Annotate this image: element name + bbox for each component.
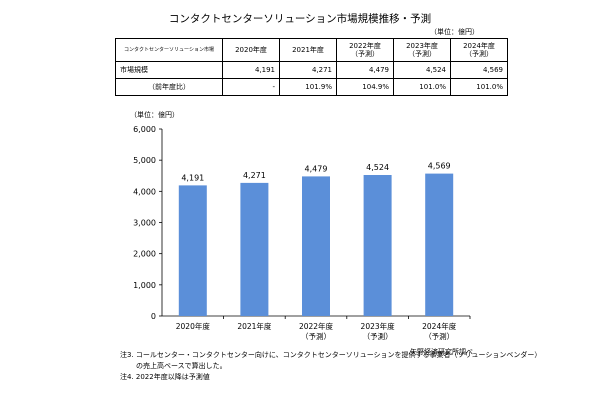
footnotes: 注3. コールセンター・コンタクトセンター向けに、コンタクトセンターソリューショ… (120, 350, 541, 383)
row-label: （前年度比） (115, 78, 223, 96)
table-header-cell: 2021年度 (279, 38, 337, 62)
x-tick-label: 2023年度 (361, 321, 396, 331)
y-tick-label: 6,000 (133, 125, 156, 134)
table-row: （前年度比） - 101.9% 104.9% 101.0% 101.0% (115, 78, 508, 96)
source-credit: 矢野経済研究所調べ (410, 348, 473, 356)
table-cell: 101.0% (450, 78, 508, 96)
table-row: 市場規模 4,191 4,271 4,479 4,524 4,569 (115, 61, 508, 79)
y-tick-label: 4,000 (133, 187, 156, 196)
bar-value-label: 4,524 (366, 163, 389, 172)
table-unit-label: （単位：億円） (430, 28, 479, 36)
y-tick-label: 1,000 (133, 281, 156, 290)
x-tick-sublabel: （予測） (363, 331, 393, 341)
bar-value-label: 4,191 (181, 173, 204, 182)
x-tick-label: 2020年度 (176, 321, 211, 331)
bar (363, 175, 392, 316)
x-tick-label: 2022年度 (299, 321, 334, 331)
table-header-cell: 2024年度 （予測） (450, 38, 508, 62)
footnote: 注3. コールセンター・コンタクトセンター向けに、コンタクトセンターソリューショ… (120, 351, 542, 359)
x-tick-sublabel: （予測） (424, 331, 454, 341)
y-tick-label: 3,000 (133, 219, 156, 228)
bar-value-label: 4,271 (243, 171, 266, 180)
table-header-row: コンタクトセンターソリューション市場 2020年度 2021年度 2022年度（… (115, 38, 508, 62)
footnote: 注4. 2022年度以降は予測値 (120, 373, 210, 381)
bar (425, 173, 454, 316)
market-size-table: コンタクトセンターソリューション市場 2020年度 2021年度 2022年度（… (115, 38, 508, 96)
y-tick-label: 5,000 (133, 156, 156, 165)
table-header-cell: 2020年度 (222, 38, 280, 62)
bar-value-label: 4,569 (428, 162, 451, 171)
x-tick-label: 2024年度 (422, 321, 457, 331)
x-tick-sublabel: （予測） (301, 331, 331, 341)
y-axis-unit-label: （単位：億円） (130, 110, 179, 119)
table-header-first: コンタクトセンターソリューション市場 (115, 38, 223, 62)
footnote: の売上高ベースで算出した。 (136, 362, 227, 370)
page-title: コンタクトセンターソリューション市場規模推移・予測 (168, 13, 432, 25)
y-tick-label: 2,000 (133, 250, 156, 259)
bar (178, 185, 207, 316)
bar (240, 182, 269, 316)
bar (302, 176, 330, 316)
y-tick-label: 0 (151, 312, 156, 321)
bar-value-label: 4,479 (305, 164, 328, 173)
x-tick-label: 2021年度 (237, 321, 272, 331)
